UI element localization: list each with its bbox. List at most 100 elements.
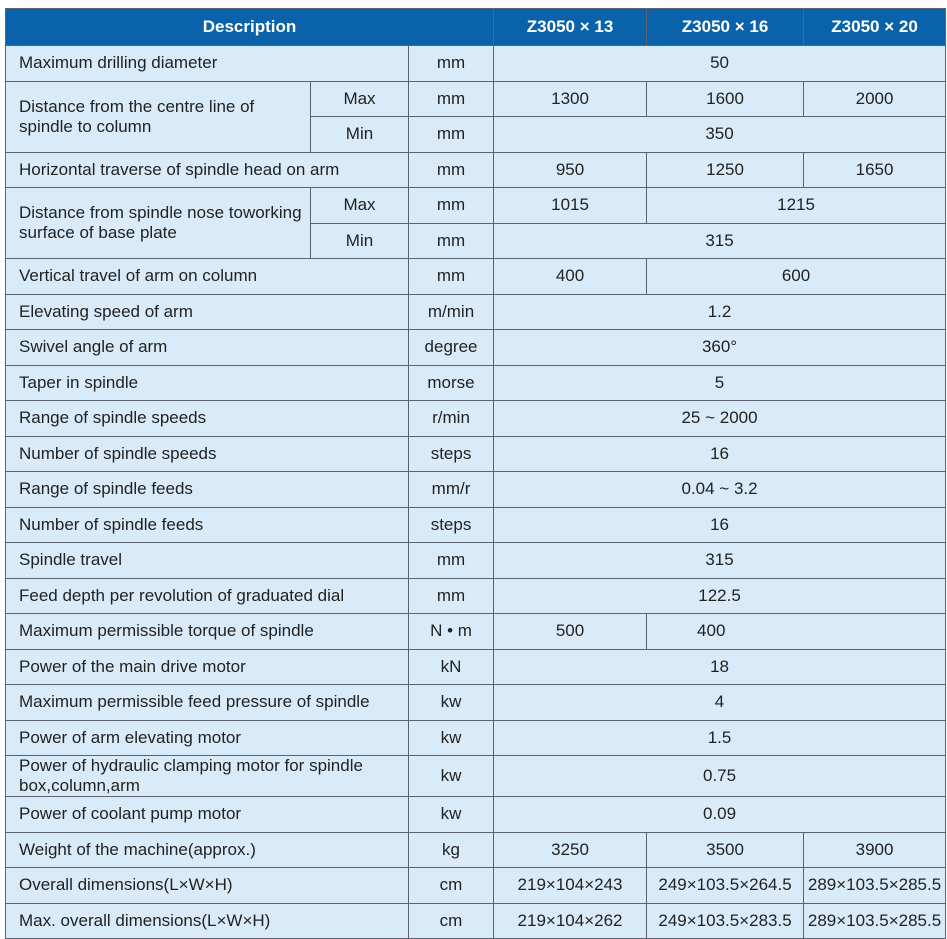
value-cell: 950 [493,151,648,188]
header-model: Z3050 × 16 [646,8,805,46]
value-cell: 400 [493,258,648,295]
sub-label-cell: Max [310,187,409,224]
unit-cell: steps [407,435,495,472]
description-cell: Spindle travel [5,542,409,579]
value-cell: 18 [493,648,947,685]
table-row: Range of spindle speeds r/min 25 ~ 2000 [5,400,947,437]
value-cell: 219×104×262 [493,902,648,939]
value-cell: 3500 [646,831,805,868]
unit-cell: mm [407,80,495,117]
description-cell: Weight of the machine(approx.) [5,831,409,868]
unit-cell: mm [407,45,495,82]
description-cell: Number of spindle feeds [5,506,409,543]
unit-cell: mm [407,222,495,259]
value-cell: 3900 [803,831,947,868]
value-cell: 219×104×243 [493,867,648,904]
unit-cell: kN [407,648,495,685]
value-cell: 1600 [646,80,805,117]
unit-cell: r/min [407,400,495,437]
header-model: Z3050 × 20 [803,8,947,46]
description-cell: Maximum drilling diameter [5,45,409,82]
table-row: Distance from the centre line of spindle… [5,80,947,153]
table-row: Weight of the machine(approx.) kg 3250 3500… [5,831,947,868]
description-cell: Elevating speed of arm [5,293,409,330]
description-cell: Power of hydraulic clamping motor for sp… [5,755,409,797]
description-cell: Power of arm elevating motor [5,719,409,756]
value-cell: 16 [493,435,947,472]
table-row: Number of spindle feeds steps 16 [5,506,947,543]
unit-cell: kw [407,684,495,721]
value-cell: 360° [493,329,947,366]
unit-cell: cm [407,902,495,939]
description-cell: Number of spindle speeds [5,435,409,472]
description-cell: Overall dimensions(L×W×H) [5,867,409,904]
unit-cell: mm [407,258,495,295]
value-cell: 50 [493,45,947,82]
table-row: Min mm 315 [6,222,947,259]
sub-label-cell: Max [310,80,409,117]
value-cell: 249×103.5×283.5 [646,902,805,939]
table-row: Number of spindle speeds steps 16 [5,435,947,472]
table-row: Power of coolant pump motor kw 0.09 [5,796,947,833]
description-cell: Max. overall dimensions(L×W×H) [5,902,409,939]
value-cell: 0.75 [493,755,947,797]
value-cell: 4 [493,684,947,721]
description-cell: Horizontal traverse of spindle head on a… [5,151,409,188]
description-cell: Maximum permissible feed pressure of spi… [5,684,409,721]
table-row: Feed depth per revolution of graduated d… [5,577,947,614]
value-cell: 0.04 ~ 3.2 [493,471,947,508]
value-cell: 25 ~ 2000 [493,400,947,437]
table-row: Spindle travel mm 315 [5,542,947,579]
value-cell: 600 [646,258,947,295]
table-row: Taper in spindle morse 5 [5,364,947,401]
sub-label-cell: Min [310,116,409,153]
value-cell: 315 [493,542,947,579]
sub-label-cell: Min [310,222,409,259]
unit-cell: mm [407,577,495,614]
unit-cell: mm [407,187,495,224]
unit-cell: kw [407,719,495,756]
value-cell: 3250 [493,831,648,868]
value-cell: 1.2 [493,293,947,330]
description-cell: Power of the main drive motor [5,648,409,685]
description-cell: Maximum permissible torque of spindle [5,613,409,650]
unit-cell: mm [407,116,495,153]
description-cell: Range of spindle feeds [5,471,409,508]
value-cell: 5 [493,364,947,401]
value-cell: 122.5 [493,577,947,614]
value-cell: 289×103.5×285.5 [803,867,947,904]
unit-cell: degree [407,329,495,366]
table-row: Maximum drilling diameter mm 50 [5,45,947,82]
value-cell: 400 [646,613,947,650]
table-row: Power of hydraulic clamping motor for sp… [5,755,947,797]
unit-cell: cm [407,867,495,904]
value-cell: 1215 [646,187,947,224]
table-row: Range of spindle feeds mm/r 0.04 ~ 3.2 [5,471,947,508]
table-row: Distance from spindle nose toworking sur… [5,187,947,259]
description-cell: Vertical travel of arm on column [5,258,409,295]
header-description: Description [4,8,495,46]
value-cell: 289×103.5×285.5 [803,902,947,939]
table-row: Power of arm elevating motor kw 1.5 [5,719,947,756]
description-cell: Range of spindle speeds [5,400,409,437]
value-cell: 1300 [493,80,648,117]
unit-cell: mm [407,542,495,579]
description-cell: Distance from the centre line of spindle… [5,80,311,153]
table-row: Vertical travel of arm on column mm 400 600 [5,258,947,295]
table-row: Overall dimensions(L×W×H) cm 219×104×243 24… [5,867,947,904]
value-cell: 1650 [803,151,947,188]
value-cell: 315 [493,222,947,259]
unit-cell: morse [407,364,495,401]
unit-cell: steps [407,506,495,543]
description-cell: Feed depth per revolution of graduated d… [5,577,409,614]
value-cell: 500 [493,613,648,650]
value-cell: 1250 [646,151,805,188]
unit-cell: mm [407,151,495,188]
value-cell: 350 [493,116,947,153]
description-cell: Distance from spindle nose toworking sur… [5,187,311,259]
description-cell: Taper in spindle [5,364,409,401]
table-row: Maximum permissible torque of spindle N •… [5,613,947,650]
description-cell: Power of coolant pump motor [5,796,409,833]
unit-cell: kg [407,831,495,868]
unit-cell: N • m [407,613,495,650]
